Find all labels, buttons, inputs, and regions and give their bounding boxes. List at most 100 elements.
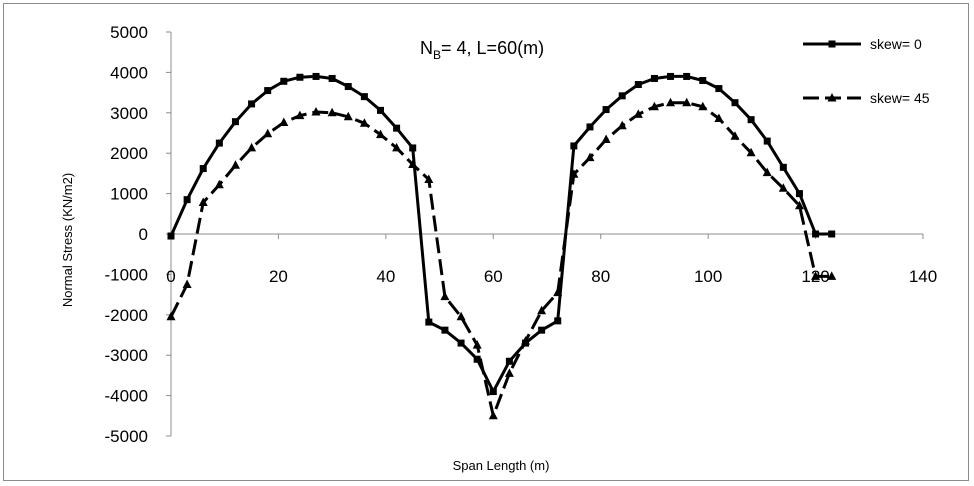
y-tick-label: 2000 — [110, 144, 148, 163]
x-axis-title: Span Length (m) — [453, 458, 550, 473]
data-point — [633, 109, 643, 118]
data-point — [393, 124, 401, 132]
data-point — [650, 74, 658, 82]
data-point — [649, 101, 659, 111]
data-point — [730, 131, 740, 140]
y-tick-label: -1000 — [105, 265, 148, 284]
data-point — [828, 230, 836, 238]
y-tick-label: -4000 — [105, 387, 148, 406]
y-tick-label: 4000 — [110, 63, 148, 82]
data-point — [762, 167, 772, 177]
data-point — [343, 111, 353, 121]
data-point — [360, 93, 368, 101]
x-tick-label: 100 — [694, 267, 722, 286]
legend-marker-skew-0 — [828, 40, 836, 48]
data-point — [409, 144, 417, 152]
data-point — [183, 196, 191, 204]
x-tick-label: 140 — [909, 267, 937, 286]
y-tick-label: -5000 — [105, 427, 148, 446]
data-point — [167, 232, 175, 240]
data-point — [683, 72, 691, 80]
data-point — [264, 87, 272, 95]
data-point — [666, 97, 675, 107]
data-point — [505, 357, 513, 365]
data-point — [488, 410, 498, 420]
data-point — [537, 305, 547, 315]
legend: skew= 0 skew= 45 — [803, 36, 930, 106]
data-point — [714, 113, 724, 122]
data-point — [425, 318, 433, 326]
x-tick-label: 60 — [484, 267, 503, 286]
data-point — [553, 287, 563, 297]
data-point — [489, 388, 497, 396]
data-point — [521, 336, 530, 345]
data-point — [182, 279, 192, 288]
annotation-subscript: B — [433, 48, 441, 62]
data-point — [698, 101, 708, 111]
data-point — [344, 83, 352, 91]
legend-label-skew-45: skew= 45 — [870, 90, 930, 106]
data-point — [634, 81, 642, 89]
x-tick-label: 0 — [166, 267, 175, 286]
data-point — [617, 120, 627, 130]
data-point — [392, 142, 402, 152]
data-point — [457, 339, 465, 347]
data-point — [731, 99, 739, 107]
series-skew-0 — [167, 72, 836, 396]
data-point — [247, 142, 257, 152]
data-point — [538, 326, 546, 334]
data-point — [248, 100, 256, 108]
data-point — [682, 97, 692, 107]
data-point — [214, 179, 224, 189]
y-tick-label: 3000 — [110, 104, 148, 123]
data-point — [199, 165, 207, 173]
data-point — [667, 72, 675, 80]
data-point — [408, 159, 418, 168]
legend-marker-skew-45 — [827, 93, 837, 102]
data-point — [312, 72, 320, 80]
data-point — [504, 368, 514, 377]
x-axis: 020406080100120140 — [166, 233, 937, 286]
annotation-prefix: N — [420, 38, 433, 58]
y-tick-label: 1000 — [110, 185, 148, 204]
data-point — [231, 160, 240, 169]
x-tick-label: 40 — [376, 267, 395, 286]
data-point — [554, 317, 562, 325]
data-point — [473, 355, 481, 363]
data-point — [827, 271, 837, 280]
chart-annotation: NB= 4, L=60(m) — [420, 38, 544, 62]
data-point — [359, 118, 369, 127]
data-point — [811, 271, 821, 280]
data-point — [569, 169, 579, 178]
y-axis: 5000 4000 3000 2000 1000 0 -1000 -2000 -3000 -400… — [105, 23, 172, 446]
data-point — [456, 311, 466, 321]
data-point — [376, 129, 385, 139]
data-point — [198, 197, 208, 206]
annotation-rest: = 4, L=60(m) — [441, 38, 544, 58]
x-tick-label: 80 — [591, 267, 610, 286]
y-axis-title: Normal Stress (KN/m2) — [60, 173, 75, 307]
data-point — [812, 230, 820, 238]
data-point — [295, 110, 305, 120]
data-point — [472, 340, 482, 349]
data-point — [570, 142, 578, 150]
legend-label-skew-0: skew= 0 — [870, 36, 922, 52]
data-point — [618, 92, 626, 100]
data-point — [699, 76, 707, 84]
data-point — [263, 128, 273, 138]
data-point — [231, 118, 239, 126]
series-line — [169, 101, 832, 418]
data-point — [601, 134, 611, 143]
data-point — [215, 139, 223, 147]
y-tick-label: -2000 — [105, 306, 148, 325]
data-point — [296, 73, 304, 81]
data-point — [586, 123, 594, 131]
data-point — [795, 200, 804, 210]
data-point — [763, 137, 771, 145]
data-point — [279, 117, 289, 126]
data-point — [778, 183, 788, 192]
data-point — [328, 74, 336, 82]
y-tick-label: -3000 — [105, 346, 148, 365]
data-point — [602, 106, 610, 114]
data-point — [280, 77, 288, 85]
